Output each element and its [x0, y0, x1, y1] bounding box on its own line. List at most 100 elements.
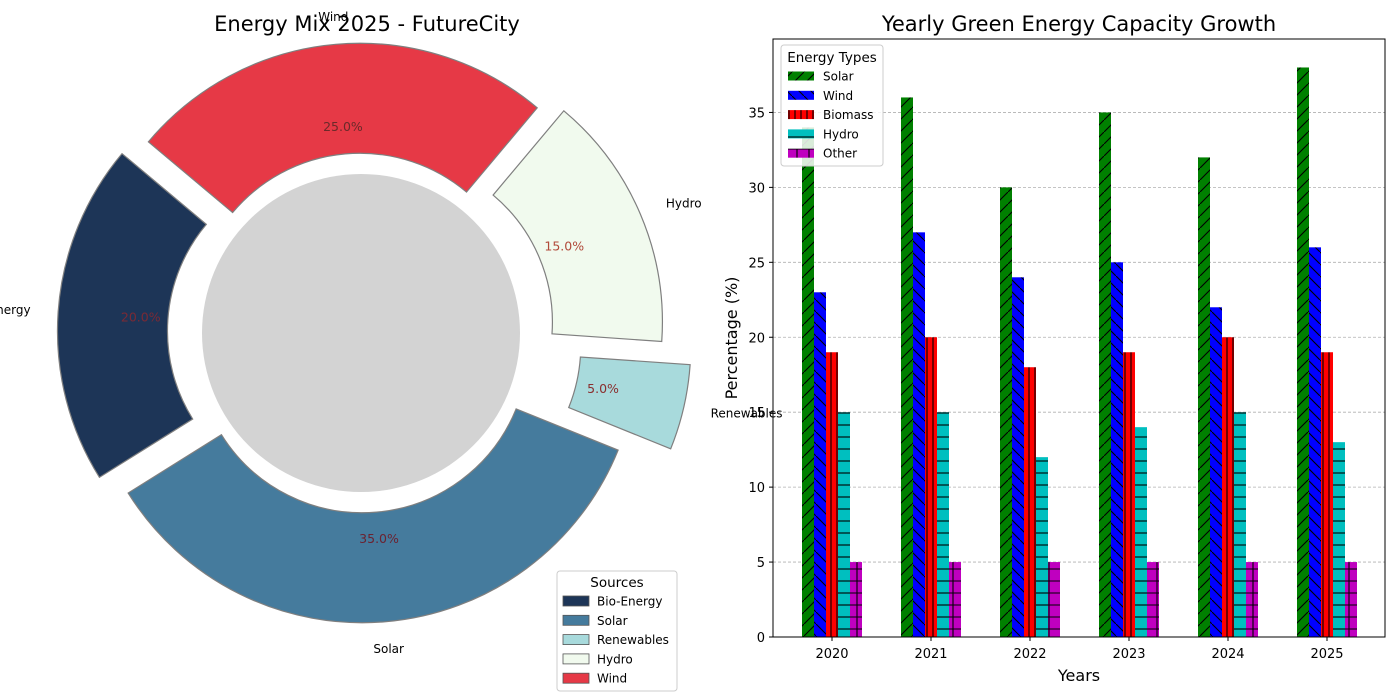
y-axis-label: Percentage (%) — [722, 277, 741, 400]
y-tick-label-10: 10 — [748, 481, 765, 496]
pie-pct-renewables: 5.0% — [587, 381, 619, 396]
pie-labels: Bio-Energy 20.0% Solar 35.0% Renewables 5.0% H… — [0, 10, 783, 656]
pie-pct-bio-energy: 20.0% — [121, 310, 161, 325]
capacity-growth-bar-chart: Yearly Green Energy Capacity Growth 0 5 10… — [722, 12, 1386, 685]
bar-wind-2022 — [1012, 277, 1024, 637]
bar-hydro-2020 — [838, 412, 850, 637]
x-tick-label-2024: 2024 — [1211, 647, 1244, 662]
bar-legend-swatch-biomass — [788, 110, 814, 120]
bar-legend-label-biomass: Biomass — [823, 108, 873, 122]
pie-label-renewables: Renewables — [711, 407, 783, 421]
bar-chart-title: Yearly Green Energy Capacity Growth — [881, 12, 1276, 36]
pie-legend-label-hydro: Hydro — [597, 652, 633, 666]
bar-legend-swatch-other — [788, 148, 814, 158]
bar-wind-2023 — [1111, 262, 1123, 637]
x-tick-label-2020: 2020 — [815, 647, 848, 662]
pie-legend-swatch-renewables — [562, 634, 590, 645]
x-tick-label-2023: 2023 — [1112, 647, 1145, 662]
y-tick-label-35: 35 — [748, 106, 765, 121]
pie-pct-solar: 35.0% — [359, 531, 399, 546]
pie-label-solar: Solar — [373, 642, 404, 656]
pie-legend-label-renewables: Renewables — [597, 633, 669, 647]
pie-legend-title: Sources — [590, 575, 643, 591]
y-tick-label-25: 25 — [748, 256, 765, 271]
bar-hydro-2022 — [1036, 457, 1048, 637]
y-tick-label-0: 0 — [757, 631, 765, 646]
pie-label-bio-energy: Bio-Energy — [0, 303, 31, 317]
pie-legend-items: Bio-Energy Solar Renewables Hydro Wind — [562, 595, 669, 686]
bar-solar-2022 — [1000, 187, 1012, 637]
bar-other-2025 — [1345, 562, 1357, 637]
bar-other-2022 — [1048, 562, 1060, 637]
bar-biomass-2025 — [1321, 352, 1333, 637]
pie-label-wind: Wind — [318, 10, 348, 24]
bar-other-2024 — [1246, 562, 1258, 637]
pie-pct-hydro: 15.0% — [544, 239, 584, 254]
pie-slice-wind — [147, 42, 539, 214]
bar-hydro-2025 — [1333, 442, 1345, 637]
bar-hydro-2021 — [937, 412, 949, 637]
pie-legend-swatch-bio-energy — [562, 595, 590, 607]
bar-legend-title: Energy Types — [787, 50, 877, 66]
donut-center — [202, 174, 520, 492]
pie-slice-solar — [127, 408, 619, 624]
pie-slice-renewables — [567, 356, 691, 450]
bar-biomass-2021 — [925, 337, 937, 637]
bar-plot-frame — [772, 38, 1386, 638]
x-tick-label-2022: 2022 — [1013, 647, 1046, 662]
bar-solar-2023 — [1099, 112, 1111, 637]
energy-mix-donut-chart: Energy Mix 2025 - FutureCity Bio-Energy 2… — [0, 10, 783, 692]
bar-biomass-2023 — [1123, 352, 1135, 637]
y-tick-label-30: 30 — [748, 181, 765, 196]
bar-other-2020 — [850, 562, 862, 637]
bar-biomass-2020 — [826, 352, 838, 637]
pie-chart-title: Energy Mix 2025 - FutureCity — [214, 12, 520, 36]
bar-solar-2021 — [901, 97, 913, 638]
bar-legend-swatch-wind — [788, 90, 814, 100]
bar-legend-label-solar: Solar — [823, 70, 854, 84]
bar-hydro-2024 — [1234, 412, 1246, 637]
bar-legend-swatch-hydro — [788, 129, 814, 139]
bar-series — [802, 67, 1357, 638]
pie-legend-label-solar: Solar — [597, 614, 628, 628]
bar-biomass-2024 — [1222, 337, 1234, 637]
pie-legend-label-wind: Wind — [597, 672, 627, 686]
pie-label-hydro: Hydro — [666, 197, 702, 211]
bar-wind-2021 — [913, 232, 925, 637]
bar-legend-label-hydro: Hydro — [823, 127, 859, 141]
bar-solar-2024 — [1198, 157, 1210, 637]
bar-legend: Energy Types Solar Wind Biomass Hydro Other — [780, 44, 884, 167]
bar-wind-2020 — [814, 292, 826, 637]
y-axis-ticks: 0 5 10 15 20 25 30 35 — [748, 106, 773, 646]
bar-other-2023 — [1147, 562, 1159, 637]
bar-legend-items: Solar Wind Biomass Hydro Other — [788, 70, 873, 161]
pie-legend-swatch-hydro — [562, 653, 590, 665]
y-tick-label-20: 20 — [748, 331, 765, 346]
bar-hydro-2023 — [1135, 427, 1147, 637]
pie-legend-swatch-solar — [562, 614, 590, 626]
bar-solar-2025 — [1297, 67, 1309, 637]
x-axis-ticks: 2020 2021 2022 2023 2024 2025 — [815, 637, 1344, 662]
bar-gridlines — [773, 112, 1385, 563]
pie-slices — [56, 42, 691, 624]
x-tick-label-2025: 2025 — [1310, 647, 1343, 662]
bar-legend-label-other: Other — [823, 147, 857, 161]
bar-wind-2025 — [1309, 247, 1321, 638]
bar-wind-2024 — [1210, 307, 1222, 637]
bar-legend-swatch-solar — [788, 71, 814, 81]
y-tick-label-5: 5 — [757, 556, 765, 571]
pie-slice-hydro — [492, 109, 663, 343]
x-axis-label: Years — [1057, 666, 1100, 685]
x-tick-label-2021: 2021 — [914, 647, 947, 662]
pie-legend-label-bio-energy: Bio-Energy — [597, 595, 662, 609]
bar-biomass-2022 — [1024, 367, 1036, 637]
bar-legend-label-wind: Wind — [823, 89, 853, 103]
bar-other-2021 — [949, 562, 961, 637]
y-tick-label-15: 15 — [748, 406, 765, 421]
pie-slice-bio-energy — [56, 152, 208, 479]
bar-solar-2020 — [802, 127, 814, 638]
pie-legend: Sources Bio-Energy Solar Renewables Hydro Wi… — [556, 570, 678, 692]
pie-pct-wind: 25.0% — [323, 119, 363, 134]
pie-legend-swatch-wind — [562, 672, 590, 684]
